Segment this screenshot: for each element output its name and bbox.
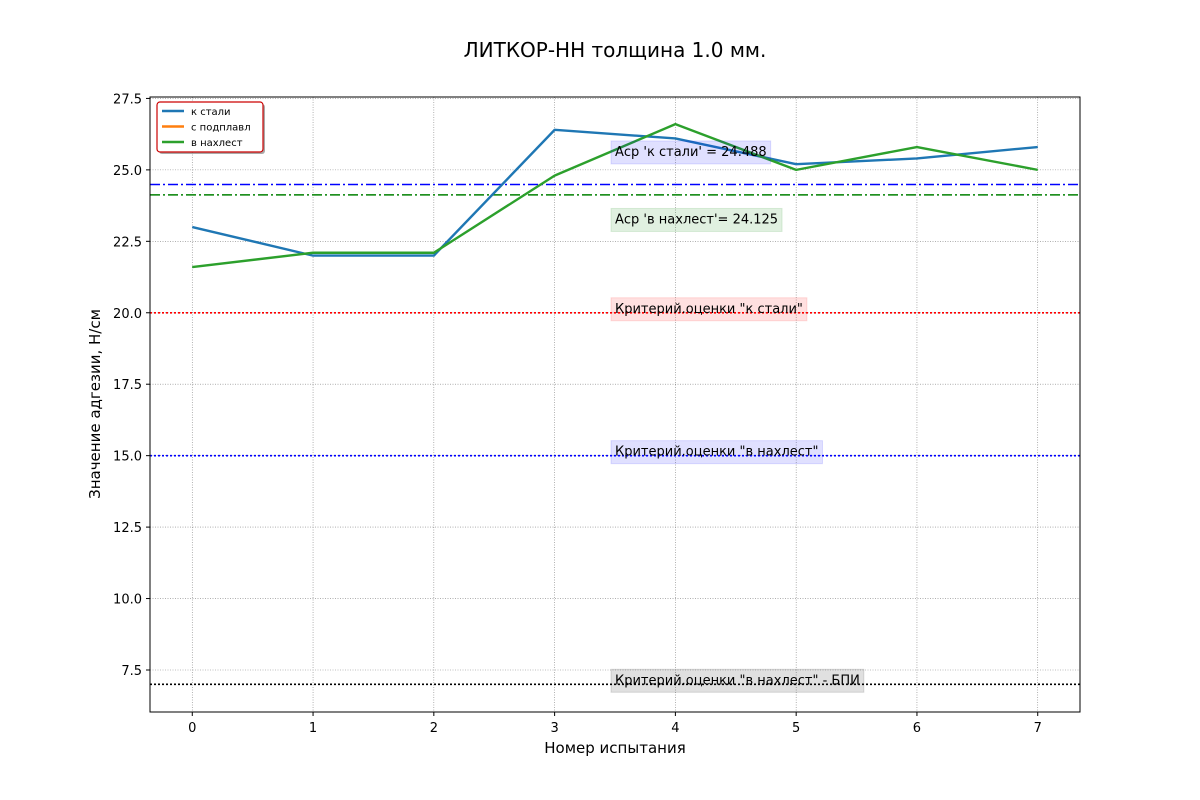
annotation-text: Аср 'в нахлест'= 24.125 bbox=[615, 212, 778, 227]
y-tick-label: 12.5 bbox=[113, 521, 142, 536]
legend-label: с подплавл bbox=[191, 123, 251, 134]
annotation: Критерий.оценки "к стали" bbox=[610, 297, 808, 322]
y-tick-label: 22.5 bbox=[113, 235, 142, 250]
legend-label: к стали bbox=[191, 107, 231, 118]
y-tick-label: 7.5 bbox=[121, 664, 142, 679]
annotation: Аср 'к стали' = 24.488 bbox=[610, 140, 772, 165]
legend-label: в нахлест bbox=[191, 138, 243, 149]
annotation: Критерий.оценки "в нахлест" - БПИ bbox=[610, 668, 865, 693]
annotation-text: Критерий.оценки "к стали" bbox=[615, 302, 803, 317]
annotation-box bbox=[610, 207, 783, 232]
x-tick-label: 4 bbox=[671, 721, 679, 736]
y-tick-label: 15.0 bbox=[113, 450, 142, 465]
plot-frame bbox=[149, 96, 1081, 713]
x-tick-label: 2 bbox=[430, 721, 438, 736]
x-tick-label: 3 bbox=[550, 721, 558, 736]
y-tick-label: 27.5 bbox=[113, 92, 142, 107]
x-tick-label: 0 bbox=[188, 721, 196, 736]
x-tick-label: 1 bbox=[309, 721, 317, 736]
annotation-text: Критерий.оценки "в нахлест" bbox=[615, 445, 818, 460]
x-axis-label: Номер испытания bbox=[544, 739, 685, 757]
annotation: Критерий.оценки "в нахлест" bbox=[610, 440, 823, 465]
annotation-text: Аср 'к стали' = 24.488 bbox=[615, 145, 767, 160]
annotation: Аср 'в нахлест'= 24.125 bbox=[610, 207, 783, 232]
series-line bbox=[191, 128, 1038, 257]
y-axis-label: Значение адгезии, Н/см bbox=[86, 309, 104, 499]
annotation-box bbox=[610, 668, 865, 693]
y-tick-label: 10.0 bbox=[113, 593, 142, 608]
y-tick-label: 25.0 bbox=[113, 164, 142, 179]
annotation-box bbox=[610, 440, 823, 465]
annotation-box bbox=[610, 297, 808, 322]
annotation-box bbox=[610, 140, 772, 165]
y-tick-label: 17.5 bbox=[113, 378, 142, 393]
x-tick-label: 6 bbox=[913, 721, 921, 736]
annotation-text: Критерий.оценки "в нахлест" - БПИ bbox=[615, 673, 860, 688]
series-line bbox=[192, 122, 1038, 269]
chart-title: ЛИТКОР-НН толщина 1.0 мм. bbox=[464, 38, 767, 62]
x-tick-label: 5 bbox=[792, 721, 800, 736]
legend bbox=[156, 101, 264, 153]
y-tick-label: 20.0 bbox=[113, 307, 142, 322]
x-tick-label: 7 bbox=[1034, 721, 1042, 736]
